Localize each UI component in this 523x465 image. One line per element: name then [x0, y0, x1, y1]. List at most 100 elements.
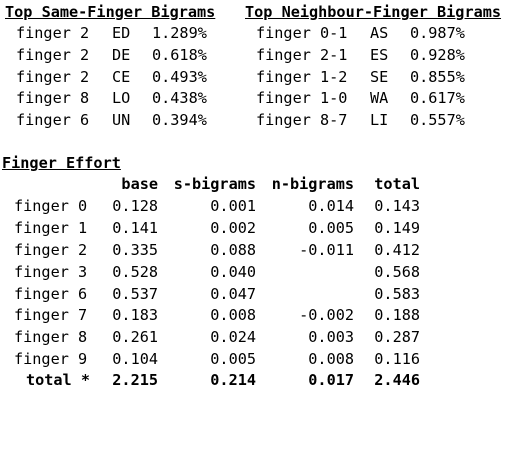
effort-row: finger 1 0.141 0.002 0.005 0.149	[0, 219, 523, 239]
finger-label: finger 2	[16, 24, 90, 42]
n-bigrams-value: -0.011	[299, 241, 354, 259]
column-header-n-bigrams: n-bigrams	[271, 175, 354, 193]
effort-total-row: total * 2.215 0.214 0.017 2.446	[0, 371, 523, 391]
s-bigrams-value: 0.005	[210, 350, 256, 368]
column-header-total: total	[374, 175, 420, 193]
bigram: AS	[370, 24, 389, 42]
same-finger-row: finger 6 UN 0.394%	[0, 111, 240, 131]
finger-label: finger 1-0	[256, 89, 348, 107]
total-value: 0.143	[374, 197, 420, 215]
finger-label: finger 1-2	[256, 68, 348, 86]
base-value: 0.141	[112, 219, 158, 237]
n-bigrams-value: 0.005	[308, 219, 354, 237]
s-bigrams-value: 0.040	[210, 263, 256, 281]
total-value: 0.116	[374, 350, 420, 368]
finger-label: finger 3	[14, 263, 88, 281]
bigram: SE	[370, 68, 389, 86]
total-value: 0.583	[374, 285, 420, 303]
base-value: 0.128	[112, 197, 158, 215]
s-bigrams-value: 0.088	[210, 241, 256, 259]
finger-label: finger 2	[14, 241, 88, 259]
total-value: 0.188	[374, 306, 420, 324]
base-total: 2.215	[112, 371, 158, 389]
s-bigrams-value: 0.024	[210, 328, 256, 346]
finger-label: finger 1	[14, 219, 88, 237]
effort-row: finger 2 0.335 0.088 -0.011 0.412	[0, 241, 523, 261]
same-finger-row: finger 2 CE 0.493%	[0, 68, 240, 88]
effort-row: finger 3 0.528 0.040 0.568	[0, 263, 523, 283]
bigram: LI	[370, 111, 389, 129]
bigram: WA	[370, 89, 389, 107]
base-value: 0.335	[112, 241, 158, 259]
neighbour-finger-row: finger 1-0 WA 0.617%	[240, 89, 520, 109]
neighbour-finger-row: finger 2-1 ES 0.928%	[240, 46, 520, 66]
column-header-s-bigrams: s-bigrams	[173, 175, 256, 193]
finger-label: finger 2	[16, 68, 90, 86]
bigram: ED	[112, 24, 131, 42]
same-finger-row: finger 8 LO 0.438%	[0, 89, 240, 109]
same-finger-row: finger 2 ED 1.289%	[0, 24, 240, 44]
finger-label: finger 0	[14, 197, 88, 215]
finger-label: finger 2	[16, 46, 90, 64]
n-bigrams-value: 0.003	[308, 328, 354, 346]
bigram: LO	[112, 89, 131, 107]
same-finger-bigrams-heading: Top Same-Finger Bigrams	[5, 3, 216, 21]
neighbour-finger-row: finger 8-7 LI 0.557%	[240, 111, 520, 131]
s-bigrams-value: 0.002	[210, 219, 256, 237]
s-bigrams-value: 0.001	[210, 197, 256, 215]
bigram: ES	[370, 46, 389, 64]
base-value: 0.104	[112, 350, 158, 368]
effort-column-headers: base s-bigrams n-bigrams total	[0, 175, 523, 195]
effort-row: finger 6 0.537 0.047 0.583	[0, 285, 523, 305]
s-bigrams-value: 0.008	[210, 306, 256, 324]
column-header-base: base	[121, 175, 158, 193]
bigram: DE	[112, 46, 131, 64]
bigram: UN	[112, 111, 131, 129]
total-label: total *	[25, 371, 90, 389]
total-value: 0.149	[374, 219, 420, 237]
finger-label: finger 2-1	[256, 46, 348, 64]
finger-effort-heading: Finger Effort	[2, 154, 121, 172]
bigram: CE	[112, 68, 131, 86]
percentage: 0.557%	[410, 111, 465, 129]
s-bigrams-value: 0.047	[210, 285, 256, 303]
total-value: 0.568	[374, 263, 420, 281]
percentage: 0.855%	[410, 68, 465, 86]
percentage: 0.394%	[152, 111, 207, 129]
finger-label: finger 7	[14, 306, 88, 324]
n-bigrams-value: 0.008	[308, 350, 354, 368]
finger-label: finger 8	[14, 328, 88, 346]
percentage: 0.928%	[410, 46, 465, 64]
n-bigrams-value: 0.014	[308, 197, 354, 215]
base-value: 0.183	[112, 306, 158, 324]
effort-row: finger 0 0.128 0.001 0.014 0.143	[0, 197, 523, 217]
total-value: 0.412	[374, 241, 420, 259]
neighbour-finger-row: finger 0-1 AS 0.987%	[240, 24, 520, 44]
same-finger-row: finger 2 DE 0.618%	[0, 46, 240, 66]
percentage: 0.617%	[410, 89, 465, 107]
base-value: 0.261	[112, 328, 158, 346]
percentage: 0.987%	[410, 24, 465, 42]
base-value: 0.537	[112, 285, 158, 303]
finger-label: finger 0-1	[256, 24, 348, 42]
finger-label: finger 6	[16, 111, 90, 129]
total-value: 0.287	[374, 328, 420, 346]
n-bigrams-total: 0.017	[308, 371, 354, 389]
grand-total: 2.446	[374, 371, 420, 389]
base-value: 0.528	[112, 263, 158, 281]
percentage: 1.289%	[152, 24, 207, 42]
n-bigrams-value: -0.002	[299, 306, 354, 324]
effort-row: finger 9 0.104 0.005 0.008 0.116	[0, 350, 523, 370]
s-bigrams-total: 0.214	[210, 371, 256, 389]
percentage: 0.493%	[152, 68, 207, 86]
percentage: 0.618%	[152, 46, 207, 64]
finger-label: finger 6	[14, 285, 88, 303]
neighbour-finger-bigrams-heading: Top Neighbour-Finger Bigrams	[245, 3, 502, 21]
effort-row: finger 7 0.183 0.008 -0.002 0.188	[0, 306, 523, 326]
finger-label: finger 8	[16, 89, 90, 107]
finger-label: finger 8-7	[256, 111, 348, 129]
finger-label: finger 9	[14, 350, 88, 368]
effort-row: finger 8 0.261 0.024 0.003 0.287	[0, 328, 523, 348]
neighbour-finger-row: finger 1-2 SE 0.855%	[240, 68, 520, 88]
percentage: 0.438%	[152, 89, 207, 107]
